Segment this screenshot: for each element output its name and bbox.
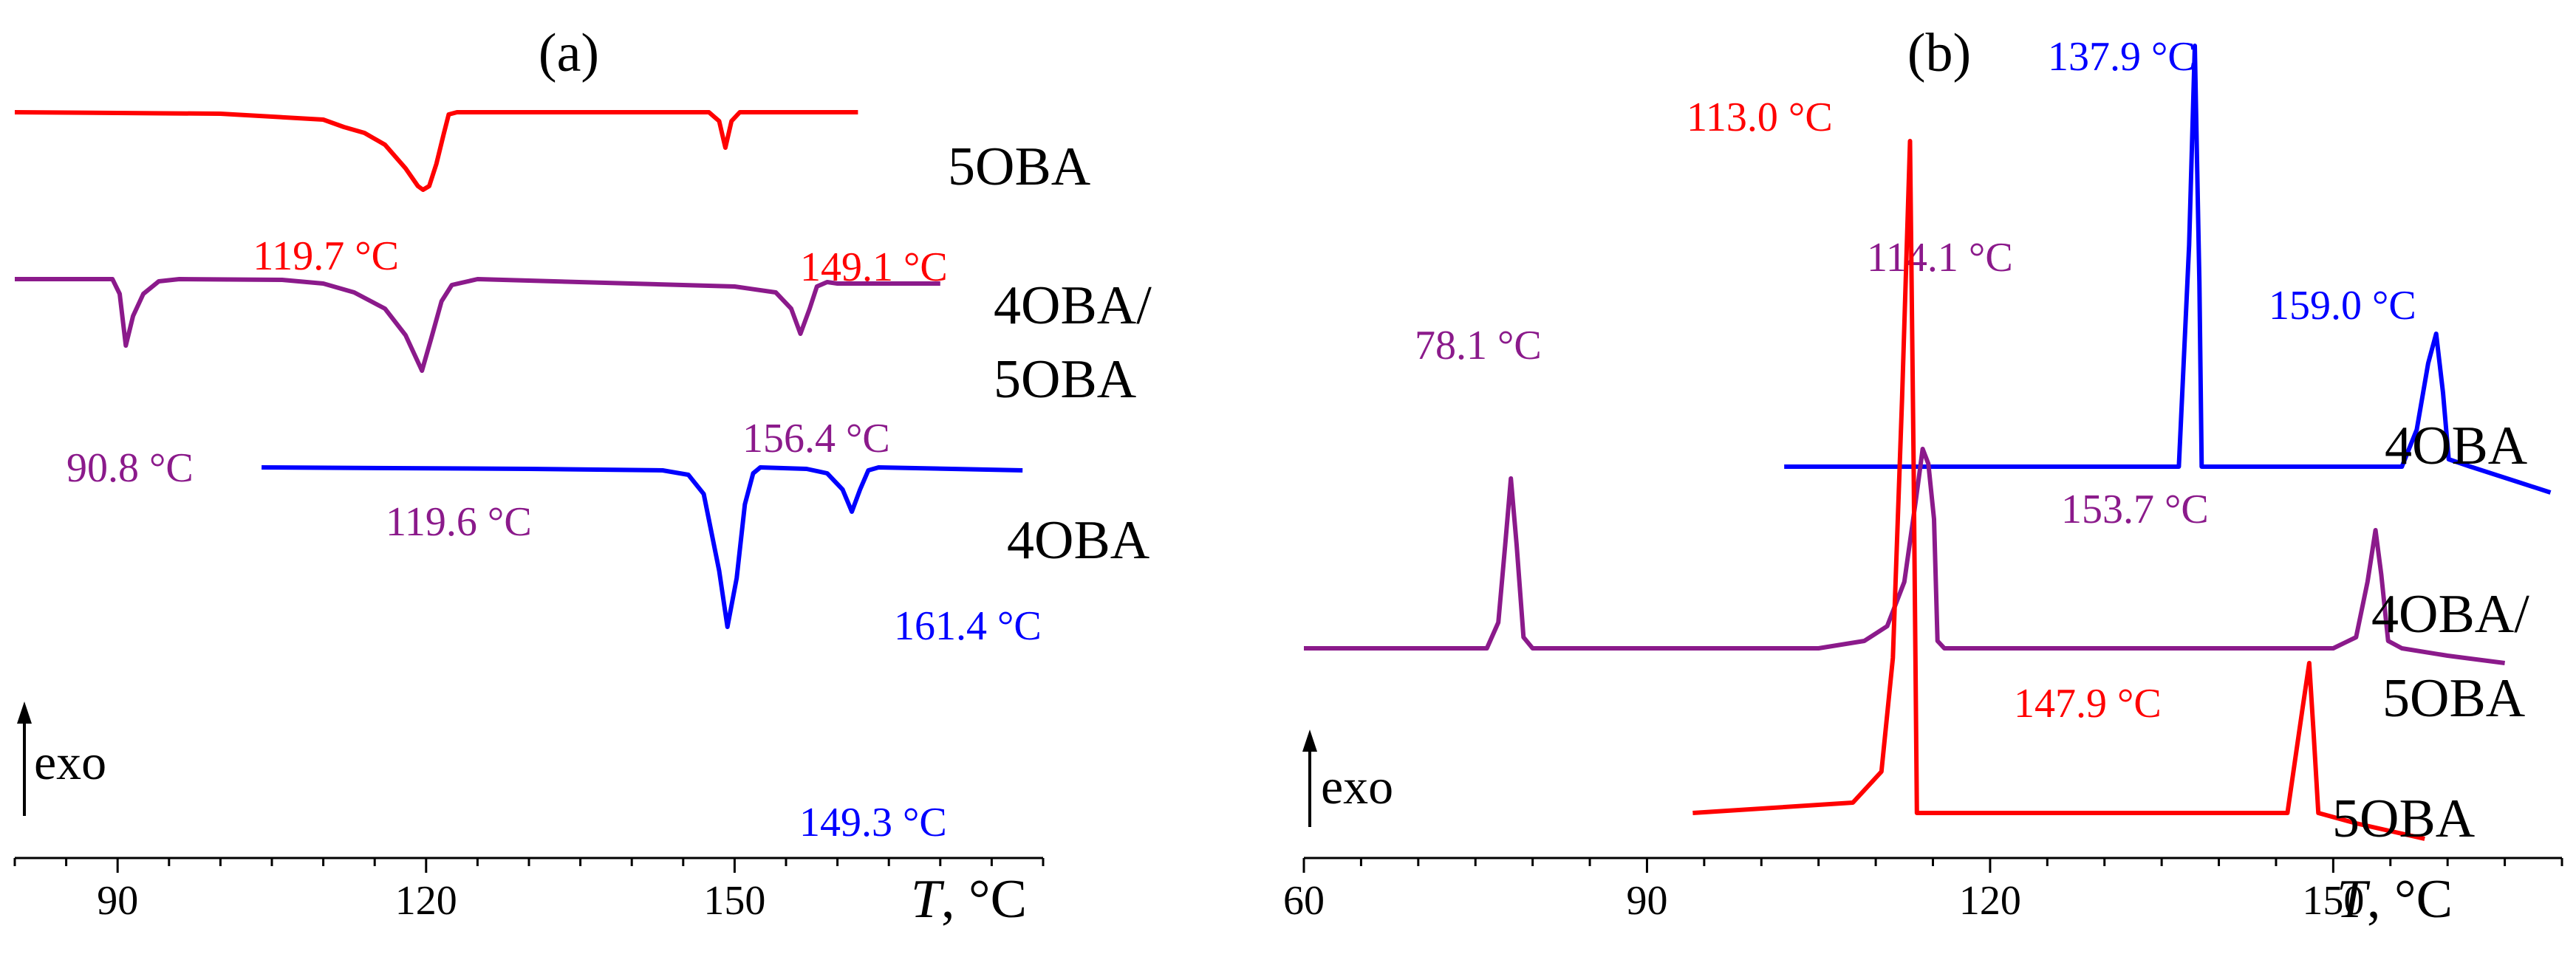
panel-b-series-4oba-5oba: 4OBA/ 5OBA 78.1 °C 114.1 °C 153.7 °C — [1304, 235, 2529, 729]
panel-a-curve-label-5oba: 5OBA — [948, 137, 1090, 197]
panel-b-peak-label-159-0: 159.0 °C — [2269, 283, 2416, 329]
panel-a-label: (a) — [539, 23, 599, 83]
panel-a-series-4oba-5oba: 4OBA/ 5OBA 90.8 °C 119.6 °C 156.4 °C — [15, 275, 1152, 545]
panel-b-peak-label-137-9: 137.9 °C — [2048, 34, 2196, 80]
panel-b-curve-label-5oba: 5OBA — [2332, 789, 2475, 849]
panel-a-curve-4oba-5oba — [15, 277, 940, 373]
x-tick-label-120: 120 — [1959, 878, 2021, 924]
panel-b-curve-label-4oba: 4OBA — [2385, 416, 2527, 476]
panel-a-xlabel-unit: , °C — [941, 869, 1027, 930]
panel-b-series-4oba: 4OBA 137.9 °C 159.0 °C — [1784, 34, 2552, 495]
panel-a-peak-label-161-4: 161.4 °C — [894, 603, 1042, 649]
x-tick-label-60: 60 — [1283, 878, 1325, 924]
x-tick-label-120: 120 — [395, 878, 457, 924]
panel-b-exo-indicator: exo — [1302, 730, 1393, 827]
panel-b-xlabel-var: T — [2337, 869, 2371, 930]
panel-b-peak-label-113-0: 113.0 °C — [1687, 95, 1833, 140]
panel-b-peak-label-114-1: 114.1 °C — [1867, 235, 2013, 281]
panel-b-curve-5oba — [1692, 139, 2425, 841]
panel-a-series-5oba: 5OBA 119.7 °C 149.1 °C — [14, 110, 1090, 290]
panel-b-ticks: 60 90 120 150 — [1283, 858, 2563, 924]
svg-text:T, °C: T, °C — [911, 869, 1027, 930]
panel-a-curve-label-4oba-5oba-line2: 5OBA — [994, 349, 1136, 410]
panel-b-exo-label: exo — [1321, 758, 1393, 814]
x-tick-label-90: 90 — [1626, 878, 1667, 924]
x-tick-label-90: 90 — [97, 878, 138, 924]
panel-a-x-title: T, °C — [911, 869, 1027, 930]
panel-a-peak-label-119-7: 119.7 °C — [253, 233, 399, 279]
panel-a-curve-4oba — [262, 465, 1023, 629]
panel-a-peak-label-156-4: 156.4 °C — [742, 416, 890, 461]
panel-a-xlabel-var: T — [911, 869, 945, 930]
panel-a-peak-label-90-8: 90.8 °C — [66, 445, 194, 491]
panel-b-label: (b) — [1907, 23, 1971, 83]
panel-a-curve-label-4oba: 4OBA — [1007, 510, 1149, 571]
panel-a-peak-label-119-6: 119.6 °C — [386, 499, 532, 545]
panel-b-series-5oba: 5OBA 113.0 °C 147.9 °C — [1687, 95, 2475, 849]
x-tick-label-150: 150 — [703, 878, 765, 924]
panel-b-peak-label-147-9: 147.9 °C — [2014, 681, 2162, 727]
panel-a-ticks: 90 120 150 — [13, 858, 1045, 924]
panel-b-curve-4oba-5oba — [1304, 447, 2505, 665]
panel-a: (a) 90 120 150 T, °C exo 5OBA 119.7 °C 149… — [13, 23, 1152, 930]
panel-a-curve-label-4oba-5oba-line1: 4OBA/ — [994, 275, 1152, 336]
svg-text:T, °C: T, °C — [2337, 869, 2453, 930]
panel-b: (b) 60 90 120 150 T, °C exo 4OBA 137.9 °C 1… — [1283, 23, 2563, 930]
panel-b-peak-label-78-1: 78.1 °C — [1415, 323, 1542, 368]
panel-a-exo-label: exo — [34, 734, 106, 790]
panel-b-curve-4oba — [1784, 44, 2552, 495]
panel-a-series-4oba: 4OBA 149.3 °C 161.4 °C — [262, 465, 1149, 845]
panel-b-peak-label-153-7: 153.7 °C — [2061, 487, 2209, 532]
panel-a-curve-5oba — [14, 110, 858, 192]
x-tick-label-150: 150 — [2302, 878, 2364, 924]
panel-b-x-title: T, °C — [2337, 869, 2453, 930]
panel-b-curve-label-4oba-5oba-line1: 4OBA/ — [2371, 584, 2529, 645]
panel-a-peak-label-149-3: 149.3 °C — [799, 800, 947, 845]
panel-a-exo-indicator: exo — [17, 701, 106, 816]
panel-b-xlabel-unit: , °C — [2367, 869, 2453, 930]
panel-b-exo-arrow-head — [1302, 730, 1317, 752]
panel-a-exo-arrow-head — [17, 701, 32, 724]
panel-b-curve-label-4oba-5oba-line2: 5OBA — [2382, 668, 2525, 729]
